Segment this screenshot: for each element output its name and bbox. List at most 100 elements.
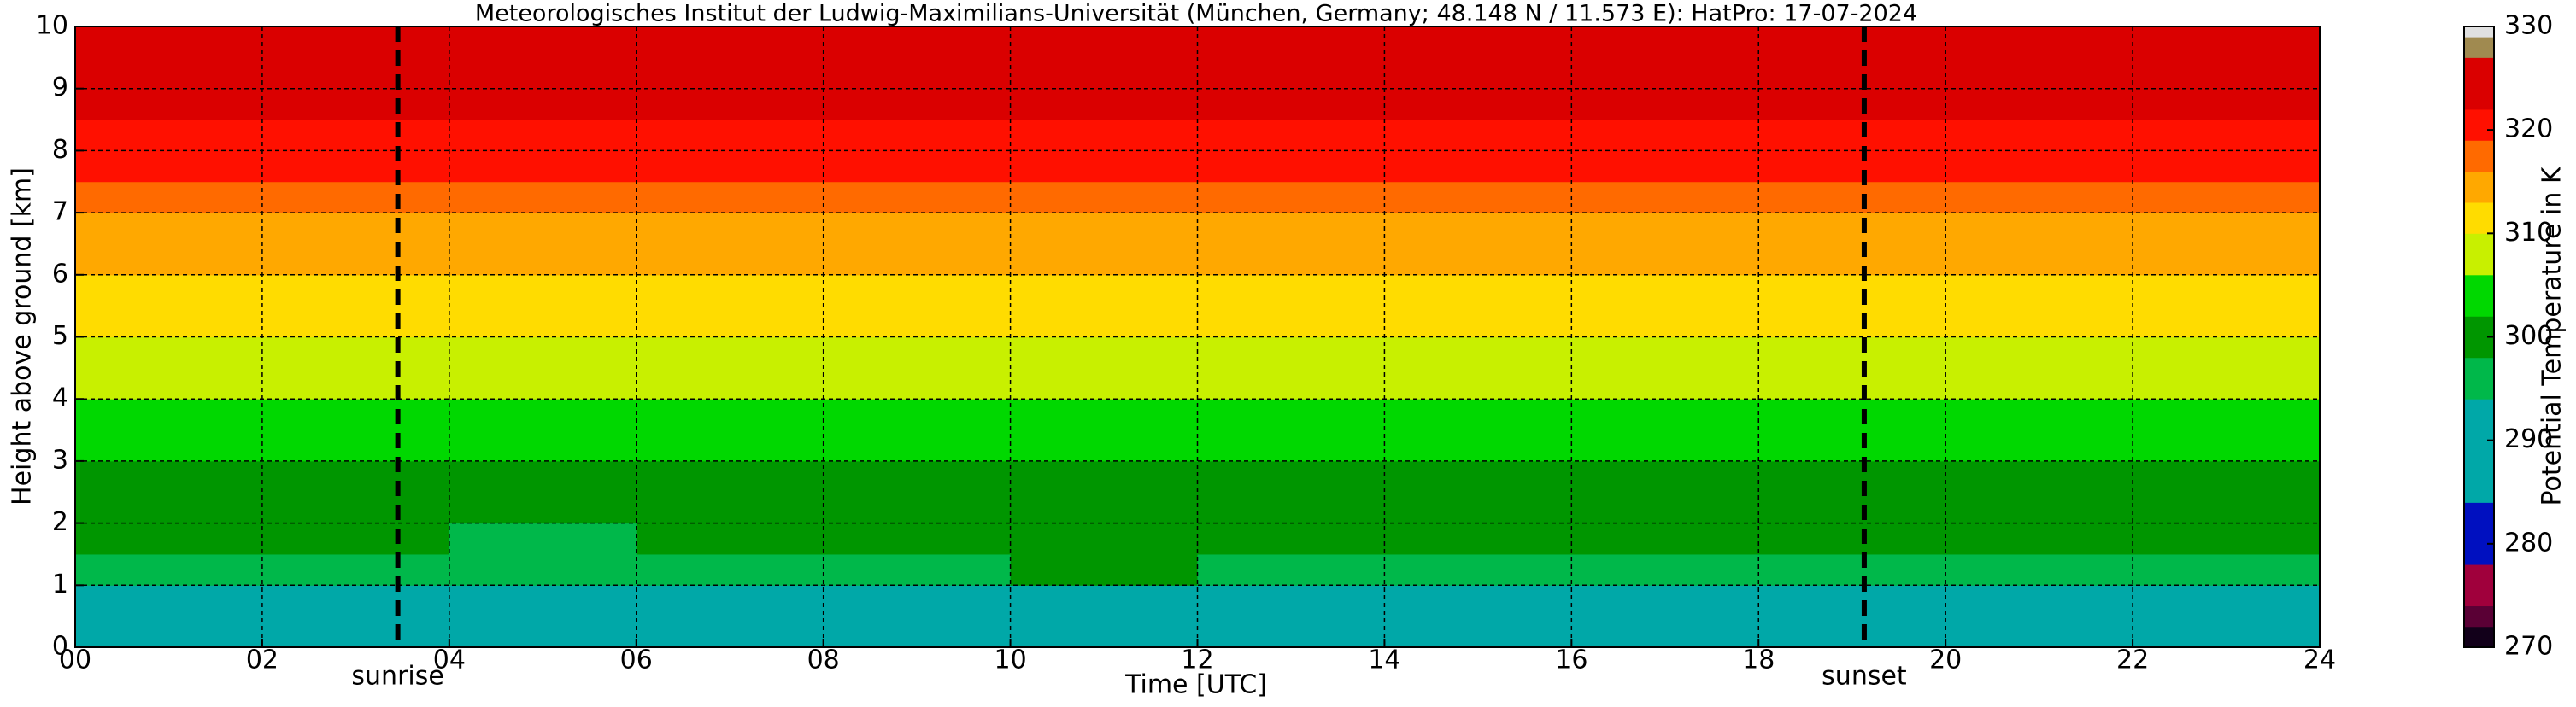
heat-cell: [261, 274, 450, 307]
x-tick-label: 12: [1181, 646, 1213, 675]
heat-cell: [449, 429, 637, 462]
heat-cell: [261, 57, 450, 90]
x-tick-label: 00: [59, 646, 91, 675]
heat-cell: [1571, 213, 1759, 244]
colorbar-segment: [2464, 108, 2494, 141]
heat-cell: [823, 88, 1012, 120]
heat-cell: [449, 553, 637, 586]
heat-cell: [1571, 306, 1759, 337]
heat-cell: [1010, 243, 1198, 276]
heat-cell: [1197, 306, 1385, 337]
heat-cell: [1010, 367, 1198, 400]
heat-cell: [1197, 553, 1385, 586]
heat-cell: [1010, 399, 1198, 431]
x-axis-label: Time [UTC]: [1124, 670, 1267, 700]
heat-cell: [823, 181, 1012, 213]
heat-cell: [1571, 120, 1759, 151]
heat-cell: [823, 243, 1012, 276]
heat-cell: [261, 553, 450, 586]
colorbar-segment: [2464, 37, 2494, 58]
x-tick-label: 10: [994, 646, 1026, 675]
colorbar-tick-label: 300: [2504, 321, 2553, 351]
x-tick-label: 14: [1368, 646, 1400, 675]
heat-cell: [636, 460, 824, 493]
x-tick-label: 24: [2303, 646, 2336, 675]
heat-cell: [1197, 399, 1385, 431]
heat-cell: [636, 120, 824, 151]
heat-cell: [636, 553, 824, 586]
heat-cell: [1758, 26, 1946, 58]
heat-cell: [449, 367, 637, 400]
heat-cell: [1384, 57, 1572, 90]
heat-cell: [1758, 243, 1946, 276]
y-tick-label: 9: [52, 73, 68, 102]
heat-cell: [1384, 616, 1572, 648]
heat-cell: [1758, 460, 1946, 493]
heat-cell: [636, 336, 824, 369]
heat-cell: [1758, 150, 1946, 183]
heat-cell: [75, 585, 263, 617]
heat-cell: [2133, 523, 2321, 555]
colorbar-segment: [2464, 626, 2494, 648]
heat-cell: [449, 213, 637, 244]
heat-cell: [1945, 274, 2133, 307]
heat-cell: [1945, 336, 2133, 369]
heat-cell: [1571, 88, 1759, 120]
heat-cell: [1010, 616, 1198, 648]
heat-cell: [261, 88, 450, 120]
heat-cell: [1010, 492, 1198, 524]
colorbar-tick-label: 320: [2504, 114, 2553, 144]
heat-cell: [75, 88, 263, 120]
heat-cell: [75, 367, 263, 400]
heat-cell: [1384, 120, 1572, 151]
heat-cell: [1945, 367, 2133, 400]
heat-cell: [2133, 243, 2321, 276]
heat-cell: [2133, 460, 2321, 493]
heat-cell: [1384, 336, 1572, 369]
heat-cell: [1758, 399, 1946, 431]
heat-cell: [261, 120, 450, 151]
heat-cell: [1197, 336, 1385, 369]
heat-cell: [1010, 523, 1198, 555]
colorbar-segment: [2464, 171, 2494, 203]
heat-cell: [1571, 26, 1759, 58]
heat-cell: [1571, 150, 1759, 183]
heat-cell: [1384, 181, 1572, 213]
heat-cell: [2133, 585, 2321, 617]
heat-cell: [75, 120, 263, 151]
heat-cell: [1758, 492, 1946, 524]
heat-cell: [449, 492, 637, 524]
heat-cell: [261, 150, 450, 183]
heat-cell: [2133, 181, 2321, 213]
heat-cell: [1758, 306, 1946, 337]
heat-cell: [449, 88, 637, 120]
heat-cell: [1571, 492, 1759, 524]
heat-cell: [449, 57, 637, 90]
heat-cell: [449, 523, 637, 555]
heat-cell: [1010, 429, 1198, 462]
colorbar-tick-label: 270: [2504, 632, 2553, 662]
heat-cell: [1758, 523, 1946, 555]
heat-cell: [1010, 553, 1198, 586]
heat-cell: [1945, 553, 2133, 586]
heat-cell: [2133, 57, 2321, 90]
heat-cell: [1945, 120, 2133, 151]
heat-cell: [261, 585, 450, 617]
heat-cell: [1945, 429, 2133, 462]
colorbar-tick-label: 290: [2504, 424, 2553, 454]
heat-cell: [261, 492, 450, 524]
heat-cell: [75, 492, 263, 524]
heat-cell: [823, 616, 1012, 648]
heat-cell: [1758, 553, 1946, 586]
y-tick-label: 8: [52, 135, 68, 165]
heat-cell: [1945, 181, 2133, 213]
heat-cell: [261, 429, 450, 462]
heat-cell: [1945, 616, 2133, 648]
heat-cell: [75, 616, 263, 648]
heat-cell: [1384, 585, 1572, 617]
heat-cell: [1197, 429, 1385, 462]
x-tick-label: 04: [433, 646, 466, 675]
heat-cell: [1758, 120, 1946, 151]
heat-cell: [823, 460, 1012, 493]
heat-cell: [449, 616, 637, 648]
